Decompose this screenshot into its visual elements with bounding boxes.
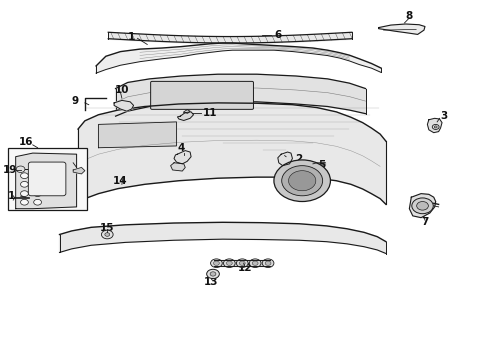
Circle shape <box>226 261 232 265</box>
Circle shape <box>273 160 330 202</box>
Text: 1: 1 <box>128 32 135 42</box>
Circle shape <box>239 261 244 265</box>
Polygon shape <box>114 100 133 111</box>
Circle shape <box>20 191 28 197</box>
Text: 5: 5 <box>317 160 325 170</box>
Text: 7: 7 <box>421 217 428 227</box>
Text: 11: 11 <box>202 108 216 118</box>
Polygon shape <box>427 118 441 133</box>
Text: 18: 18 <box>7 191 22 201</box>
Text: 9: 9 <box>71 96 79 106</box>
Circle shape <box>213 261 219 265</box>
Circle shape <box>210 259 222 267</box>
Text: 10: 10 <box>114 85 129 95</box>
Circle shape <box>20 173 28 179</box>
Text: 13: 13 <box>203 277 217 287</box>
Text: 19: 19 <box>2 165 17 175</box>
Polygon shape <box>170 163 185 171</box>
Circle shape <box>16 166 25 172</box>
Circle shape <box>249 259 261 267</box>
Polygon shape <box>378 24 424 35</box>
Text: 6: 6 <box>274 30 281 40</box>
Circle shape <box>264 261 270 265</box>
Text: 3: 3 <box>439 111 446 121</box>
Circle shape <box>34 199 41 205</box>
Polygon shape <box>16 153 77 209</box>
Polygon shape <box>177 112 193 121</box>
Polygon shape <box>73 167 85 174</box>
FancyBboxPatch shape <box>28 162 66 196</box>
Circle shape <box>236 259 247 267</box>
Polygon shape <box>408 194 435 218</box>
Circle shape <box>104 233 109 236</box>
Polygon shape <box>60 222 385 253</box>
Circle shape <box>20 199 28 205</box>
FancyBboxPatch shape <box>8 148 87 211</box>
Polygon shape <box>174 150 191 164</box>
Circle shape <box>262 259 273 267</box>
Circle shape <box>223 259 235 267</box>
FancyBboxPatch shape <box>150 81 253 109</box>
Polygon shape <box>78 103 385 204</box>
Text: 4: 4 <box>177 143 184 153</box>
Circle shape <box>252 261 258 265</box>
Circle shape <box>288 171 315 191</box>
Circle shape <box>416 202 427 210</box>
Text: 15: 15 <box>100 224 114 233</box>
Circle shape <box>101 230 113 239</box>
Circle shape <box>411 198 432 214</box>
Circle shape <box>34 191 41 197</box>
Circle shape <box>431 125 438 130</box>
Circle shape <box>433 126 436 128</box>
Text: 14: 14 <box>113 176 127 186</box>
Polygon shape <box>115 74 365 116</box>
Text: 16: 16 <box>19 138 34 147</box>
Circle shape <box>206 269 219 279</box>
Circle shape <box>210 272 216 276</box>
Text: 17: 17 <box>56 157 71 167</box>
Circle shape <box>281 166 322 196</box>
Circle shape <box>20 181 28 187</box>
Text: 2: 2 <box>294 154 301 164</box>
Polygon shape <box>96 43 380 73</box>
Polygon shape <box>98 122 176 148</box>
Text: 8: 8 <box>405 11 412 21</box>
Text: 12: 12 <box>237 263 251 273</box>
Polygon shape <box>277 152 292 166</box>
